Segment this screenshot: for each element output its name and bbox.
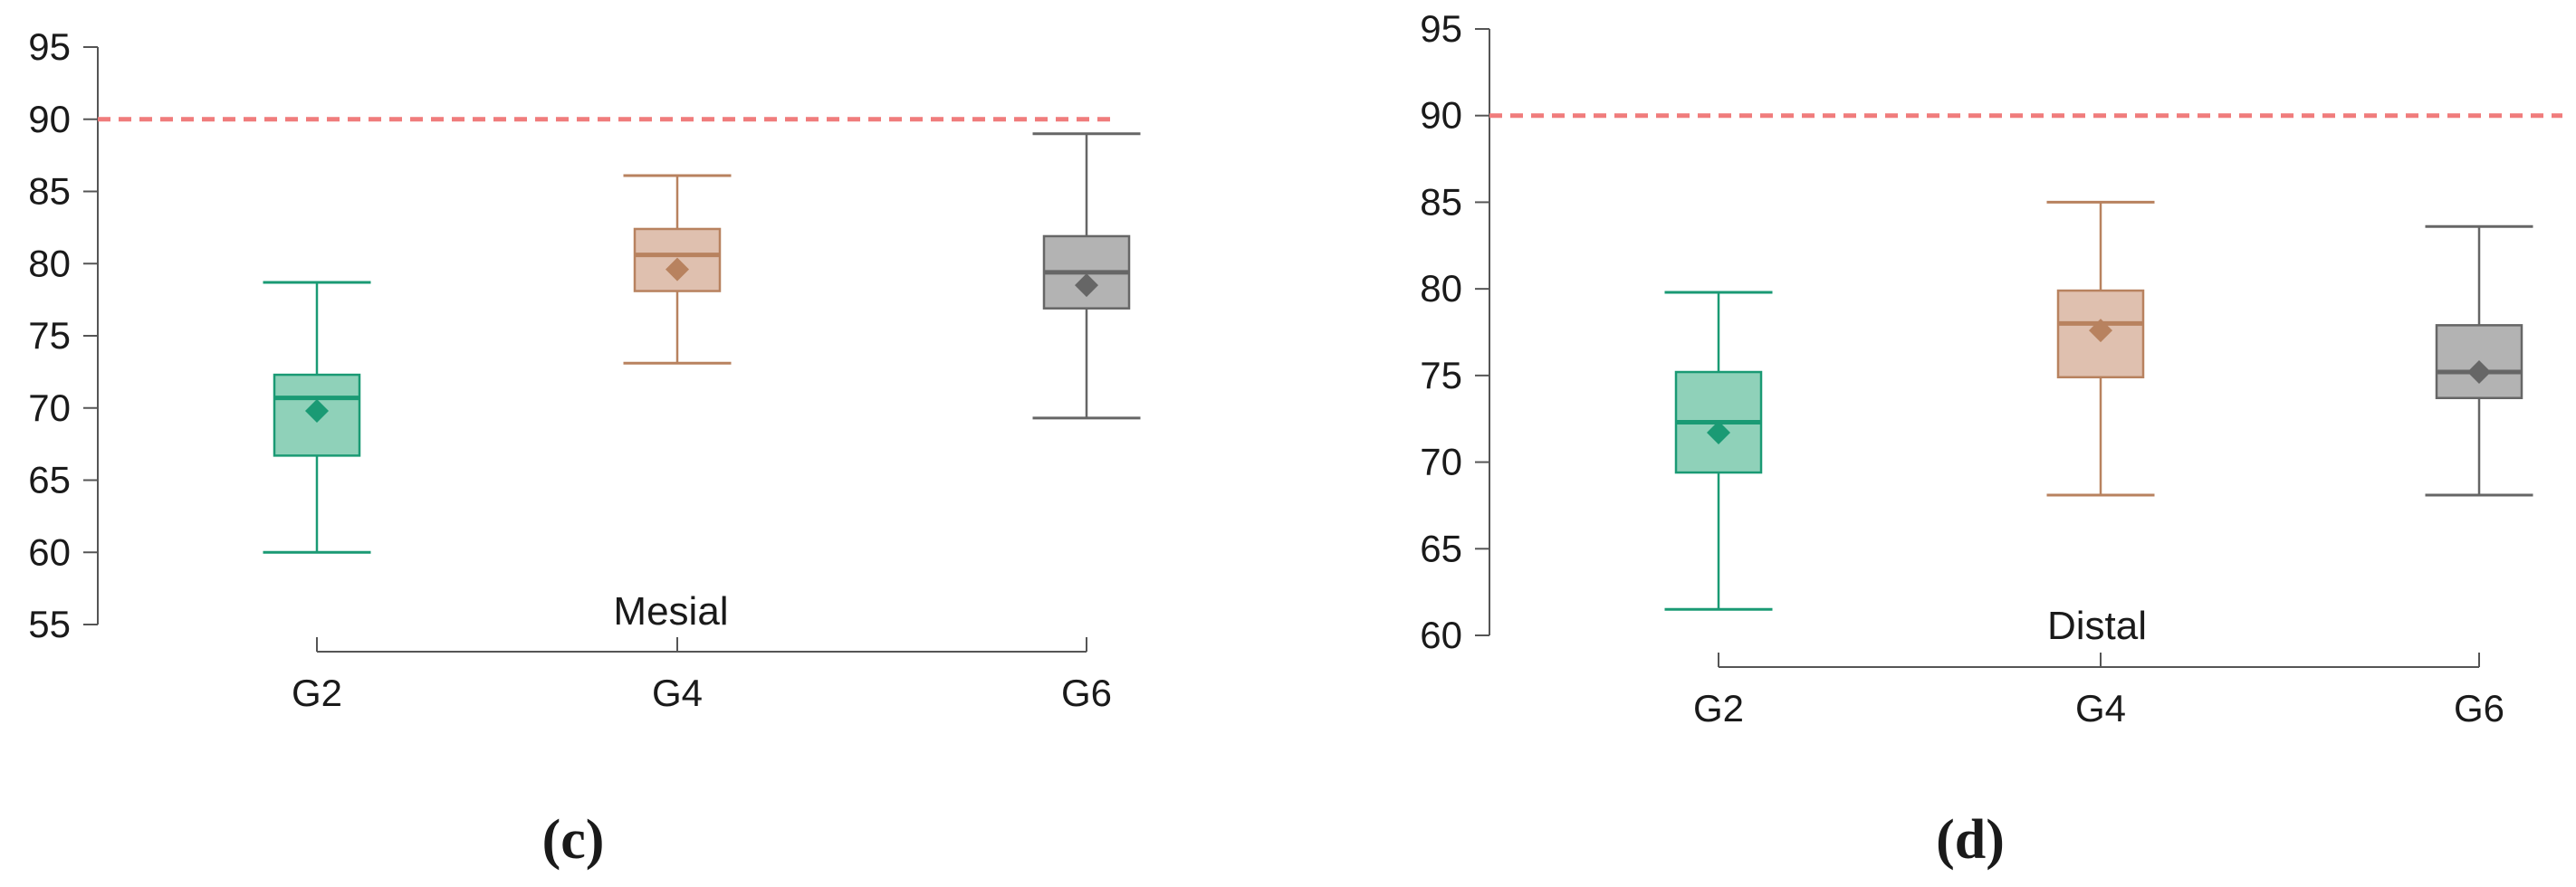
chart-title: Distal: [2047, 604, 2147, 648]
y-tick-label: 80: [28, 242, 71, 284]
x-tick-label: G2: [1693, 687, 1744, 730]
chart-panel-c: 55 60 65 70 75 80 85 90 95 G2 G4 G6 Mesial (c): [28, 25, 1141, 871]
y-tick-label: 65: [28, 459, 71, 501]
box-g2: [1664, 291, 1773, 611]
y-tick-label: 75: [28, 314, 71, 357]
y-tick-label: 90: [1420, 94, 1462, 137]
mean-marker: [1707, 421, 1730, 445]
mean-marker: [305, 398, 329, 423]
box-g2: [263, 281, 371, 554]
y-tick-label: 70: [1420, 441, 1462, 483]
chart-panel-d: 60 65 70 75 80 85 90 95 G2 G4 G6 Distal (d): [1420, 7, 2562, 871]
panel-label: (d): [1936, 809, 2005, 871]
y-tick-label: 95: [1420, 7, 1462, 50]
box-g6: [1032, 132, 1141, 420]
y-tick-label: 65: [1420, 527, 1462, 569]
y-tick-label: 60: [28, 530, 71, 573]
x-tick-label: G6: [1061, 672, 1112, 714]
panel-label: (c): [542, 809, 605, 871]
x-tick-label: G4: [652, 672, 703, 714]
y-tick-label: 85: [28, 170, 71, 213]
mean-marker: [2467, 360, 2491, 385]
box-g4: [623, 174, 732, 365]
y-tick-label: 75: [1420, 354, 1462, 396]
mean-marker: [666, 257, 689, 281]
x-tick-label: G6: [2454, 687, 2504, 730]
y-tick-label: 95: [28, 25, 71, 68]
x-tick-label: G2: [292, 672, 342, 714]
y-tick-label: 90: [28, 98, 71, 140]
iqr-box: [2435, 324, 2523, 399]
mean-marker: [1075, 273, 1098, 298]
y-tick-label: 80: [1420, 267, 1462, 310]
y-tick-label: 85: [1420, 180, 1462, 223]
x-tick-label: G4: [2075, 687, 2126, 730]
y-tick-label: 55: [28, 603, 71, 645]
chart-title: Mesial: [613, 589, 728, 634]
box-g4: [2046, 200, 2155, 497]
mean-marker: [2089, 319, 2112, 343]
y-tick-label: 60: [1420, 614, 1462, 656]
y-tick-label: 70: [28, 386, 71, 429]
box-g6: [2425, 224, 2533, 497]
